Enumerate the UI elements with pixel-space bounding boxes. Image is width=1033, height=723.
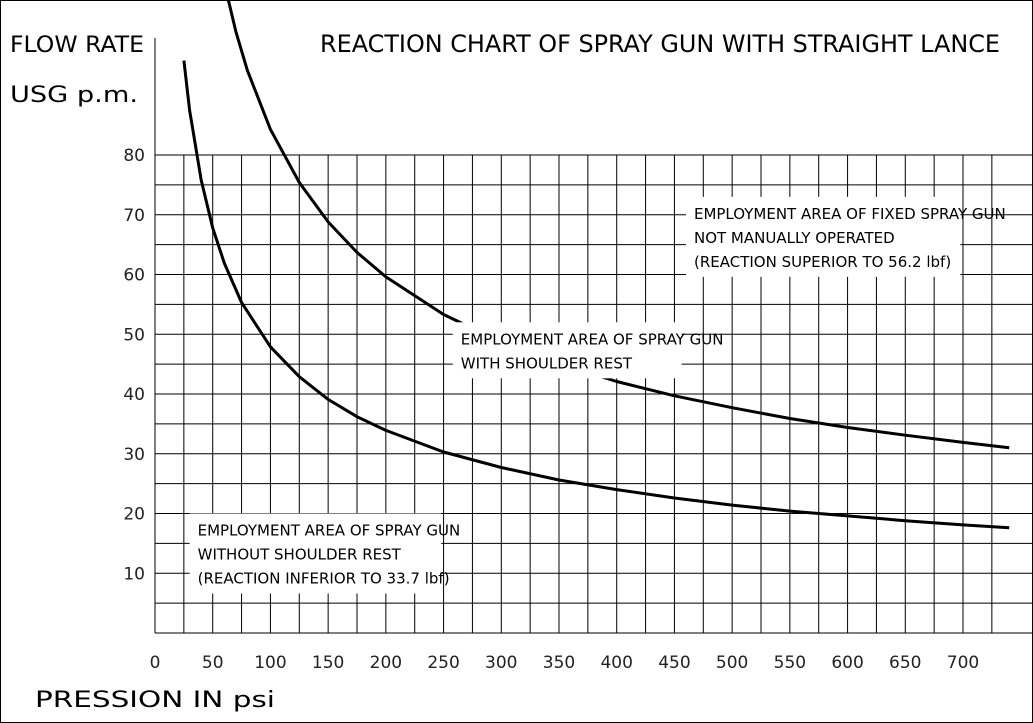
annotation-3: EMPLOYMENT AREA OF SPRAY GUN WITHOUT SHOU…	[189, 513, 461, 594]
x-tick-label: 550	[774, 653, 806, 673]
x-tick-label: 650	[889, 653, 921, 673]
annotation-text: EMPLOYMENT AREA OF SPRAY GUN	[461, 330, 724, 348]
annotation-text: (REACTION SUPERIOR TO 56.2 lbf)	[694, 253, 951, 271]
annotation-text: (REACTION INFERIOR TO 33.7 lbf)	[198, 570, 450, 588]
y-tick-label: 60	[123, 266, 145, 286]
annotation-text: WITH SHOULDER REST	[461, 354, 633, 372]
y-tick-label: 40	[123, 385, 145, 405]
annotation-text: EMPLOYMENT AREA OF FIXED SPRAY GUN	[694, 205, 1006, 223]
y-tick-label: 20	[123, 505, 145, 525]
annotation-box	[189, 513, 442, 594]
y-tick-label: 30	[123, 445, 145, 465]
annotation-2: EMPLOYMENT AREA OF SPRAY GUN WITH SHOULDE…	[452, 322, 724, 379]
x-tick-label: 150	[312, 653, 344, 673]
y-axis-label-line-1: FLOW RATE	[10, 33, 144, 58]
x-tick-label: 600	[831, 653, 863, 673]
chart-title: REACTION CHART OF SPRAY GUN WITH STRAIGH…	[320, 30, 1000, 58]
annotation-text: WITHOUT SHOULDER REST	[198, 546, 402, 564]
annotation-box	[685, 196, 961, 277]
annotation-box	[452, 322, 682, 379]
x-tick-label: 200	[370, 653, 402, 673]
x-tick-labels: 0 50 100 150 200 250 300 350 400 450 500 550 600 650 7…	[150, 653, 980, 673]
x-tick-label: 0	[150, 653, 161, 673]
x-tick-label: 700	[947, 653, 979, 673]
y-tick-label: 10	[123, 564, 145, 584]
x-tick-label: 250	[427, 653, 459, 673]
x-tick-label: 500	[716, 653, 748, 673]
y-axis-label-line-2: USG p.m.	[10, 83, 138, 108]
y-tick-label: 70	[123, 206, 145, 226]
x-tick-label: 50	[202, 653, 224, 673]
y-tick-labels: 10 20 30 40 50 60 70 80	[123, 146, 145, 584]
annotations-group: EMPLOYMENT AREA OF FIXED SPRAY GUN NOT MA…	[189, 196, 1006, 594]
x-tick-label: 350	[543, 653, 575, 673]
x-tick-label: 450	[658, 653, 690, 673]
x-tick-label: 100	[254, 653, 286, 673]
x-axis-label: PRESSION IN psi	[35, 688, 275, 713]
y-tick-label: 80	[123, 146, 145, 166]
y-tick-label: 50	[123, 325, 145, 345]
annotation-text: NOT MANUALLY OPERATED	[694, 229, 895, 247]
annotation-1: EMPLOYMENT AREA OF FIXED SPRAY GUN NOT MA…	[685, 196, 1006, 277]
x-tick-label: 400	[600, 653, 632, 673]
curve-2	[182, 60, 1010, 530]
x-tick-label: 300	[485, 653, 517, 673]
annotation-text: EMPLOYMENT AREA OF SPRAY GUN	[198, 522, 461, 540]
